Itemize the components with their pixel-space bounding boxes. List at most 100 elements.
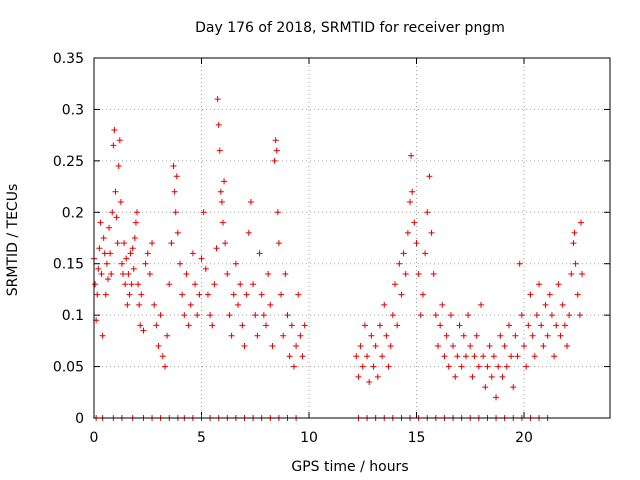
data-point [235, 301, 242, 308]
x-tick-label: 20 [515, 430, 533, 446]
data-point [194, 312, 201, 319]
data-point [101, 250, 108, 257]
data-point [271, 157, 278, 164]
data-point [288, 322, 295, 329]
plot-frame [93, 57, 611, 419]
data-point [284, 312, 291, 319]
data-point [213, 245, 220, 252]
data-point [131, 235, 138, 241]
data-point [381, 301, 388, 308]
data-point [559, 301, 566, 308]
data-point [452, 373, 459, 380]
data-point [497, 332, 504, 339]
data-point [523, 363, 530, 370]
data-point [435, 343, 441, 349]
data-point [411, 219, 418, 226]
data-point [441, 353, 448, 360]
data-point [389, 312, 396, 319]
x-axis-label: GPS time / hours [291, 459, 408, 475]
data-point [409, 188, 416, 195]
data-point [98, 271, 105, 277]
data-point [568, 271, 575, 277]
data-point [385, 363, 392, 370]
data-point [200, 209, 207, 216]
data-point [215, 121, 222, 128]
data-point [144, 250, 151, 257]
data-point [394, 322, 401, 329]
data-point [486, 343, 493, 349]
data-point [501, 343, 508, 349]
data-point [404, 229, 411, 236]
data-point [140, 327, 147, 334]
data-point [374, 373, 381, 380]
data-point [122, 281, 129, 288]
x-tick-label: 5 [197, 430, 206, 446]
data-point [118, 260, 125, 267]
y-tick-label: 0.35 [53, 51, 84, 67]
data-point [544, 332, 551, 339]
data-point [454, 353, 461, 360]
data-point [214, 96, 221, 103]
data-point [555, 281, 562, 288]
data-point [166, 281, 173, 288]
data-point [355, 373, 362, 380]
data-point [204, 291, 211, 298]
data-point [574, 291, 581, 298]
data-point [260, 312, 267, 319]
data-point [263, 322, 269, 329]
data-point [387, 343, 394, 349]
data-point [220, 219, 226, 226]
data-point [228, 332, 235, 339]
grid-lines [94, 58, 610, 418]
data-point [146, 271, 153, 277]
data-point [533, 312, 540, 319]
data-point [92, 281, 99, 288]
data-point [274, 209, 281, 216]
data-point [465, 312, 472, 319]
data-point [518, 312, 525, 319]
data-point [198, 255, 205, 262]
data-point [525, 322, 532, 329]
data-point [232, 260, 239, 267]
data-point [132, 219, 139, 226]
data-point [94, 291, 101, 298]
data-point [361, 322, 368, 329]
data-point [110, 142, 117, 149]
data-point [426, 173, 433, 180]
data-point [484, 363, 491, 370]
data-point [475, 363, 482, 370]
data-point [128, 281, 135, 288]
data-point [111, 127, 118, 133]
data-point [570, 240, 577, 247]
data-point [516, 260, 523, 267]
data-point [96, 245, 103, 252]
data-point [299, 353, 306, 360]
data-point [221, 178, 228, 185]
data-point [495, 363, 502, 370]
data-point [482, 384, 489, 391]
data-point [153, 322, 160, 329]
data-point [278, 291, 285, 298]
data-point [181, 312, 188, 319]
data-point [471, 353, 478, 360]
data-point [538, 322, 545, 329]
data-point [290, 363, 297, 370]
data-point [286, 353, 293, 360]
x-tick-label: 10 [300, 430, 318, 446]
data-point [480, 353, 487, 360]
data-point [572, 260, 579, 267]
data-point [400, 250, 407, 257]
data-point [241, 343, 248, 349]
data-point [359, 363, 366, 370]
data-point [130, 265, 137, 272]
data-point [353, 353, 360, 360]
data-point [488, 373, 495, 380]
data-point [456, 322, 463, 329]
data-point [123, 255, 130, 262]
data-point [529, 332, 536, 339]
axis-ticks: 0 0.05 0.1 0.15 0.2 0.25 0.3 0.35 0 5 10 15 20 [53, 51, 610, 446]
data-point [265, 271, 272, 277]
data-point [172, 209, 179, 216]
data-point [376, 322, 383, 329]
